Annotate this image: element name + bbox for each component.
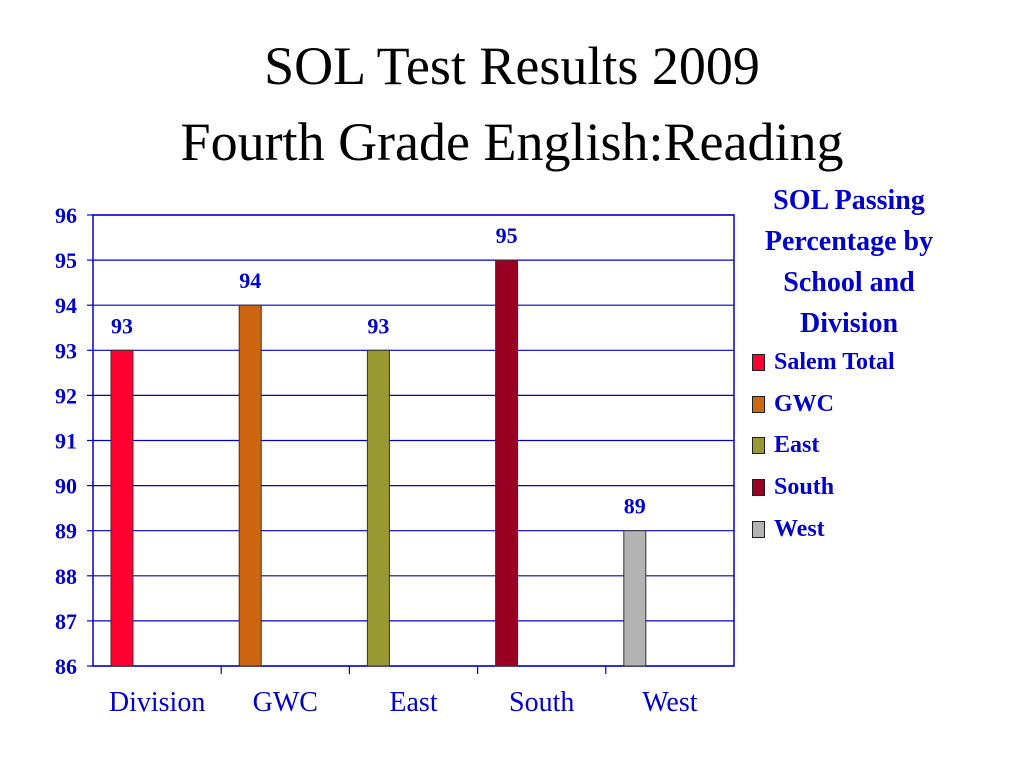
legend-label-south: South [774,474,835,501]
data-label: 93 [111,313,133,338]
legend-title: SOL Passing Percentage by School and Div… [764,185,934,339]
legend-label-gwc: GWC [774,390,834,417]
bar [623,530,647,667]
y-tick-label: 91 [55,429,77,454]
legend-swatch-gwc [752,395,765,413]
y-tick-label: 96 [55,203,77,228]
y-tick-label: 95 [55,248,77,273]
legend-item: East [752,425,895,467]
x-tick-label: South [509,687,574,718]
y-tick-label: 90 [55,474,77,499]
bar [110,349,134,667]
legend-swatch-west [752,520,765,538]
legend-label-east: East [774,432,820,459]
legend-label-west: West [774,515,825,542]
y-tick-label: 86 [55,654,77,679]
data-label: 94 [239,268,261,293]
legend-swatch-east [752,437,765,455]
legend-item: GWC [752,384,895,426]
legend-swatch-south [752,479,765,497]
legend-item: South [752,467,895,509]
bar [238,304,262,667]
chart-title-line-1: SOL Test Results 2009 [264,36,760,96]
x-tick-label: West [642,687,698,718]
x-tick-label: GWC [253,687,318,718]
bar [366,349,390,667]
data-label: 89 [624,494,646,519]
data-label: 95 [496,223,518,248]
legend-swatch-salem-total [752,354,765,372]
y-tick-label: 88 [55,564,77,589]
y-tick-label: 87 [55,609,77,634]
legend-label-salem-total: Salem Total [774,349,895,376]
y-tick-label: 94 [55,293,77,318]
legend: Salem Total GWC East South West [752,342,895,550]
legend-item: West [752,508,895,550]
x-tick-label: Division [109,687,205,718]
y-tick-label: 93 [55,338,77,363]
data-label: 93 [367,313,389,338]
bar [495,259,519,667]
y-tick-label: 89 [55,519,77,544]
chart-title-line-2: Fourth Grade English:Reading [180,112,844,172]
y-tick-label: 92 [55,383,77,408]
x-tick-label: East [389,687,437,718]
legend-item: Salem Total [752,342,895,384]
